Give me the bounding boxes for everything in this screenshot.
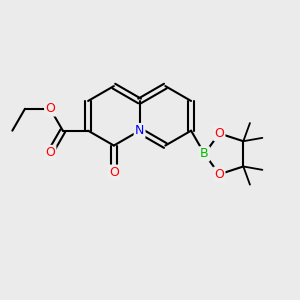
Text: O: O <box>45 102 55 115</box>
Text: O: O <box>109 166 119 179</box>
Text: N: N <box>135 124 144 137</box>
Text: O: O <box>214 168 224 181</box>
Text: B: B <box>200 147 209 160</box>
Text: O: O <box>45 146 55 159</box>
Text: O: O <box>214 127 224 140</box>
